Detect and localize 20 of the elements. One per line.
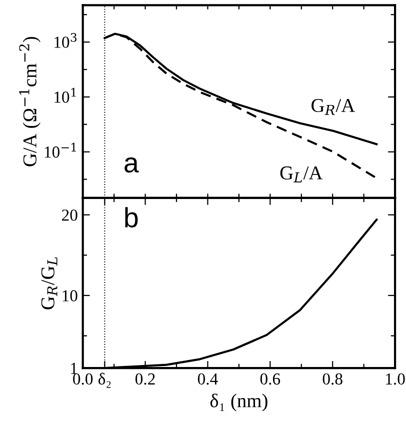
- annotation: G$_{L}$/A: [280, 166, 323, 182]
- y-tick-label: 10$^{−1}$: [44, 142, 76, 158]
- annotation: G$_{R}$/A: [312, 98, 356, 115]
- x-tick-label: δ₂: [98, 372, 111, 388]
- y-tick-label: 10$^{3}$: [54, 33, 77, 48]
- x-tick-label: 0.8: [322, 373, 342, 385]
- x-tick-label: 0.0: [73, 373, 93, 385]
- y-tick-label: 10$^{1}$: [54, 88, 76, 103]
- x-tick-label: 0.4: [198, 373, 218, 385]
- x-tick-label: 0.6: [260, 373, 280, 385]
- y-axis-title: G/A (Ω$^{−1}$cm$^{−2}$): [19, 36, 40, 166]
- annotation: a: [124, 157, 139, 173]
- x-tick-label: 0.2: [135, 373, 155, 385]
- x-axis-title: δ₁ (nm): [210, 394, 268, 412]
- x-tick-label: 1.0: [386, 373, 405, 385]
- y-tick-label: 10: [62, 290, 78, 302]
- annotation: b: [125, 207, 138, 228]
- y-axis-title: G$_{R}$/G$_{L}$: [41, 257, 58, 310]
- y-tick-label: 1: [71, 362, 77, 374]
- y-tick-label: 20: [62, 210, 78, 221]
